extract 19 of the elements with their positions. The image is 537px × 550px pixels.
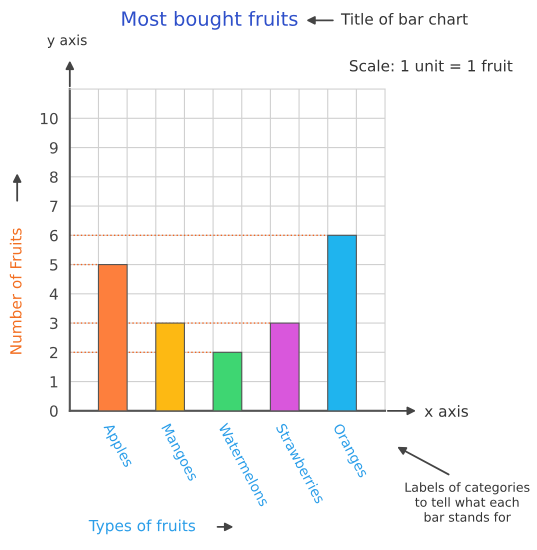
text: x axis <box>424 405 468 417</box>
y-tick-label: 9 <box>50 142 58 154</box>
y-tick-label: 2 <box>50 346 58 358</box>
text: y axis <box>47 34 87 48</box>
y-tick-label: 7 <box>50 200 58 212</box>
x-axis-title: Types of fruits <box>88 520 196 534</box>
y-tick-label: 10 <box>40 112 58 124</box>
text: Labels of categories to tell what each bar stands for <box>406 482 530 522</box>
y-tick-label: 4 <box>50 288 58 300</box>
y-tick-label: 6 <box>50 230 58 242</box>
y-tick-label: 3 <box>50 318 58 330</box>
y-tick-label: 8 <box>50 171 58 183</box>
y-axis-title: Number of Fruits <box>10 228 22 354</box>
chart-title: Most bought fruits <box>122 10 298 30</box>
text: Title of bar chart <box>340 12 468 25</box>
text: Scale: 1 unit = 1 fruit <box>350 60 512 72</box>
y-tick-label: 0 <box>50 405 58 417</box>
y-tick-label: 5 <box>50 259 58 271</box>
y-tick-label: 1 <box>50 376 58 388</box>
